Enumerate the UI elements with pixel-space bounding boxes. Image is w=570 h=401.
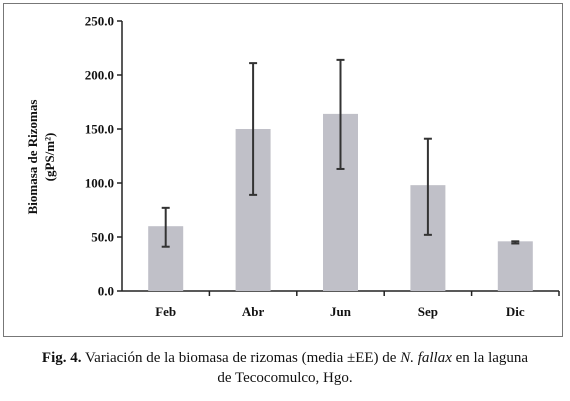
bar-chart: Biomasa de Rizomas (gPS/m²) 0.0 50.0 100.0… [25,14,560,319]
caption-line1: Fig. 4. Variación de la biomasa de rizom… [0,348,570,368]
bars [148,113,533,291]
y-ticks: 0.0 50.0 100.0 150.0 200.0 250.0 [85,14,122,299]
y-tick-label: 100.0 [85,176,114,191]
caption-text-part2: en la laguna [451,350,529,366]
y-axis-label: Biomasa de Rizomas (gPS/m²) [25,100,57,215]
y-tick-label: 200.0 [85,68,114,83]
figure-label: Fig. 4. [41,350,82,366]
y-axis-label-line1: Biomasa de Rizomas [25,100,40,215]
x-tick-label-abr: Abr [242,304,265,319]
y-tick-label: 150.0 [85,122,114,137]
x-tick-label-feb: Feb [155,304,176,319]
error-bars [161,58,520,248]
y-tick-label: 50.0 [91,230,114,245]
x-tick-label-sep: Sep [418,304,438,319]
x-ticks: Feb Abr Jun Sep Dic [155,291,560,319]
y-tick-label: 0.0 [98,284,114,299]
figure-caption: Fig. 4. Variación de la biomasa de rizom… [0,348,570,388]
x-tick-label-jun: Jun [330,304,352,319]
species-name: N. fallax [400,350,452,366]
y-axis-label-line2: (gPS/m²) [42,133,57,182]
x-tick-label-dic: Dic [506,304,525,319]
y-tick-label: 250.0 [85,14,114,29]
bar-dic [497,241,533,291]
chart-frame: Biomasa de Rizomas (gPS/m²) 0.0 50.0 100.0… [3,3,563,337]
caption-line2: de Tecocomulco, Hgo. [217,370,353,386]
caption-text-part1: Variación de la biomasa de rizomas (medi… [81,350,401,366]
